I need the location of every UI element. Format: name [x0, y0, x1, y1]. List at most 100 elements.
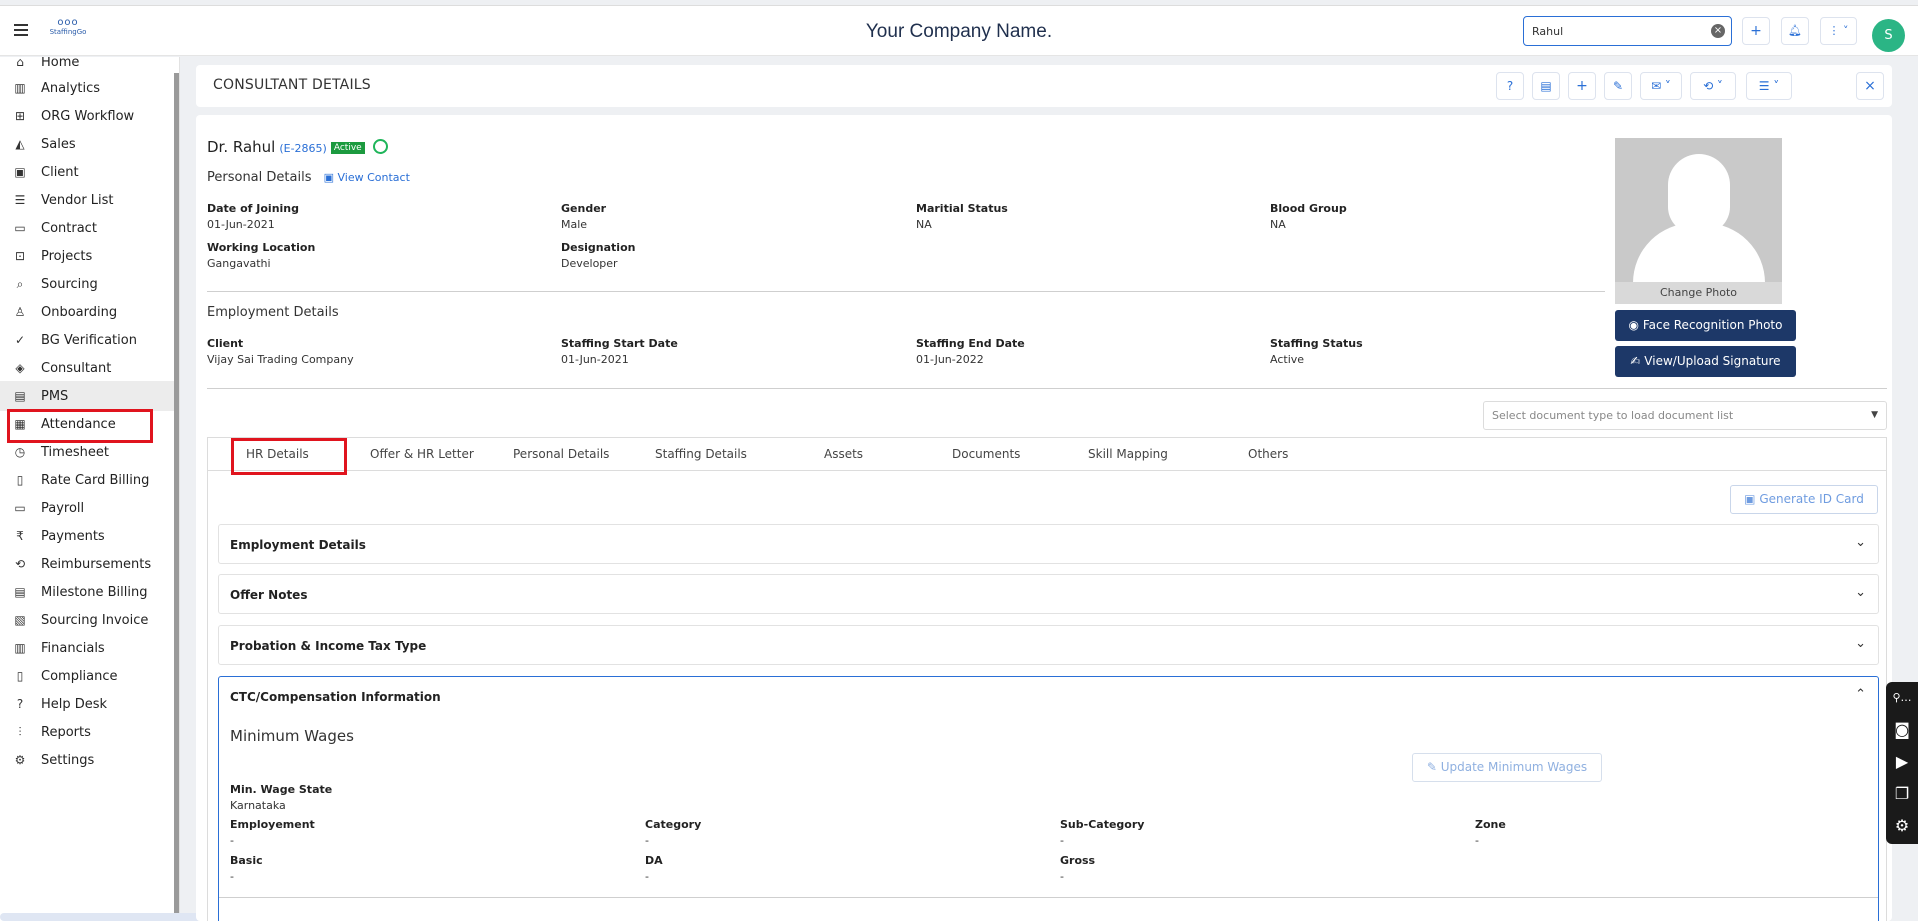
- edit-icon[interactable]: ✎: [1604, 72, 1632, 100]
- history-icon[interactable]: ⟲ ˅: [1690, 72, 1736, 100]
- sidebar-item-label: Timesheet: [41, 444, 109, 460]
- sidebar-item-milestone-billing[interactable]: ▤ Milestone Billing: [0, 577, 175, 607]
- tab-skill-mapping[interactable]: Skill Mapping: [1088, 447, 1168, 461]
- sidebar-item-timesheet[interactable]: ◷ Timesheet: [0, 437, 175, 467]
- sidebar-item-label: Settings: [41, 752, 95, 768]
- update-minimum-wages-button[interactable]: ✎ Update Minimum Wages: [1412, 753, 1602, 782]
- consultant-icon: ◈: [15, 361, 25, 375]
- document-type-select[interactable]: Select document type to load document li…: [1483, 401, 1887, 430]
- field-label: Employement: [230, 818, 315, 831]
- sidebar-item-bg-verification[interactable]: ✓ BG Verification: [0, 325, 175, 355]
- sidebar-item-analytics[interactable]: ▥ Analytics: [0, 73, 175, 103]
- global-search[interactable]: ×: [1523, 16, 1732, 46]
- sidebar-item-vendor-list[interactable]: ☰ Vendor List: [0, 185, 175, 215]
- sidebar-item-pms[interactable]: ▤ PMS: [0, 381, 175, 411]
- profile-photo[interactable]: Change Photo: [1615, 138, 1782, 304]
- sidebar-item-payroll[interactable]: ▭ Payroll: [0, 493, 175, 523]
- bell-icon[interactable]: 🔔︎: [1781, 17, 1809, 45]
- field-value: NA: [1270, 218, 1286, 231]
- sidebar-item-label: Client: [41, 164, 79, 180]
- field-date-of-joining: Date of Joining 01-Jun-2021: [207, 202, 299, 231]
- add-icon[interactable]: +: [1742, 17, 1770, 45]
- reports-icon: ⫶: [18, 725, 22, 739]
- user-avatar[interactable]: S: [1872, 19, 1905, 52]
- change-photo-button[interactable]: Change Photo: [1615, 282, 1782, 304]
- field-value: Active: [1270, 353, 1305, 366]
- tab-others[interactable]: Others: [1248, 447, 1289, 461]
- add-icon[interactable]: +: [1568, 72, 1596, 100]
- sidebar-item-payments[interactable]: ₹ Payments: [0, 521, 175, 551]
- windows-icon[interactable]: ❐: [1894, 784, 1910, 803]
- more-options-icon[interactable]: ⚲…: [1892, 691, 1912, 704]
- sidebar-item-reports[interactable]: ⫶ Reports: [0, 717, 175, 747]
- sidebar-item-settings[interactable]: ⚙ Settings: [0, 745, 175, 775]
- search-input[interactable]: [1524, 17, 1694, 45]
- tab-staffing-details[interactable]: Staffing Details: [655, 447, 747, 461]
- tab-personal-details[interactable]: Personal Details: [513, 447, 610, 461]
- logo-mark: ooo: [57, 17, 79, 28]
- sidebar-item-consultant[interactable]: ◈ Consultant: [0, 353, 175, 383]
- accordion-employment-details[interactable]: Employment Details ⌄: [218, 524, 1879, 564]
- chevron-down-icon: ⌄: [1855, 636, 1866, 651]
- sidebar-item-onboarding[interactable]: ♙ Onboarding: [0, 297, 175, 327]
- sidebar-item-compliance[interactable]: ▯ Compliance: [0, 661, 175, 691]
- sidebar-item-sourcing[interactable]: ⌕ Sourcing: [0, 269, 175, 299]
- sidebar-item-contract[interactable]: ▭ Contract: [0, 213, 175, 243]
- list-icon[interactable]: ☰ ˅: [1746, 72, 1792, 100]
- clear-search-icon[interactable]: ×: [1711, 24, 1725, 38]
- sidebar-item-help-desk[interactable]: ? Help Desk: [0, 689, 175, 719]
- field-designation: Designation Developer: [561, 241, 635, 270]
- horizontal-scrollbar[interactable]: [0, 913, 310, 921]
- video-icon[interactable]: ▶: [1895, 752, 1909, 771]
- field-min-wage-state: Min. Wage State Karnataka: [230, 783, 332, 812]
- gear-icon[interactable]: ⚙: [1894, 816, 1910, 835]
- sidebar-item-org-workflow[interactable]: ⊞ ORG Workflow: [0, 101, 175, 131]
- field-basic: Basic -: [230, 854, 263, 883]
- sidebar-item-reimbursements[interactable]: ⟲ Reimbursements: [0, 549, 175, 579]
- sidebar-item-label: Reports: [41, 724, 91, 740]
- field-employement: Employement -: [230, 818, 315, 847]
- whatsapp-icon[interactable]: [372, 139, 388, 154]
- logo[interactable]: ooo StaffingGo: [46, 18, 90, 42]
- mail-icon[interactable]: ✉ ˅: [1640, 72, 1682, 100]
- accordion-ctc-compensation[interactable]: CTC/Compensation Information ⌃ Minimum W…: [218, 676, 1879, 921]
- report-icon[interactable]: ▤: [1532, 72, 1560, 100]
- personal-details-line: Personal Details ▣ View Contact: [207, 170, 410, 185]
- chevron-down-icon: ⌄: [1855, 585, 1866, 600]
- upload-signature-button[interactable]: ✍ View/Upload Signature: [1615, 346, 1796, 377]
- field-value: -: [645, 870, 649, 883]
- sidebar-item-financials[interactable]: ▥ Financials: [0, 633, 175, 663]
- sidebar-item-rate-card-billing[interactable]: ▯ Rate Card Billing: [0, 465, 175, 495]
- sidebar-item-projects[interactable]: ⊡ Projects: [0, 241, 175, 271]
- accordion-offer-notes[interactable]: Offer Notes ⌄: [218, 574, 1879, 614]
- generate-id-card-button[interactable]: ▣ Generate ID Card: [1730, 485, 1878, 514]
- projects-icon: ⊡: [14, 249, 26, 263]
- tab-offer-hr-letter[interactable]: Offer & HR Letter: [370, 447, 474, 461]
- sidebar-item-sales[interactable]: ◭ Sales: [0, 129, 175, 159]
- field-value: Gangavathi: [207, 257, 271, 270]
- field-gross: Gross -: [1060, 854, 1095, 883]
- field-zone: Zone -: [1475, 818, 1506, 847]
- menu-icon[interactable]: [14, 24, 28, 36]
- view-contact-link[interactable]: ▣ View Contact: [323, 171, 410, 184]
- sidebar-item-client[interactable]: ▣ Client: [0, 157, 175, 187]
- face-recognition-button[interactable]: ◉ Face Recognition Photo: [1615, 310, 1796, 341]
- close-icon[interactable]: ×: [1856, 72, 1884, 100]
- client-icon: ▣: [14, 165, 26, 179]
- more-menu-icon[interactable]: ⋮ ˅: [1820, 17, 1857, 45]
- tab-documents[interactable]: Documents: [952, 447, 1021, 461]
- tab-hr-details[interactable]: HR Details: [246, 447, 309, 461]
- accordion-probation-income-tax[interactable]: Probation & Income Tax Type ⌄: [218, 625, 1879, 665]
- sidebar-item-attendance[interactable]: ▦ Attendance: [0, 409, 175, 439]
- employee-code[interactable]: (E-2865): [279, 142, 327, 155]
- button-label: Generate ID Card: [1759, 492, 1864, 506]
- camera-icon[interactable]: ◙: [1894, 720, 1910, 739]
- sidebar-item-sourcing-invoice[interactable]: ▧ Sourcing Invoice: [0, 605, 175, 635]
- field-value: -: [230, 834, 234, 847]
- tab-assets[interactable]: Assets: [824, 447, 864, 461]
- field-value: -: [230, 870, 234, 883]
- sidebar-item-home[interactable]: ⌂ Home: [0, 57, 175, 77]
- timesheet-icon: ◷: [14, 445, 26, 459]
- help-circle-icon[interactable]: ?: [1496, 72, 1524, 100]
- sidebar-scrollbar[interactable]: [174, 73, 179, 921]
